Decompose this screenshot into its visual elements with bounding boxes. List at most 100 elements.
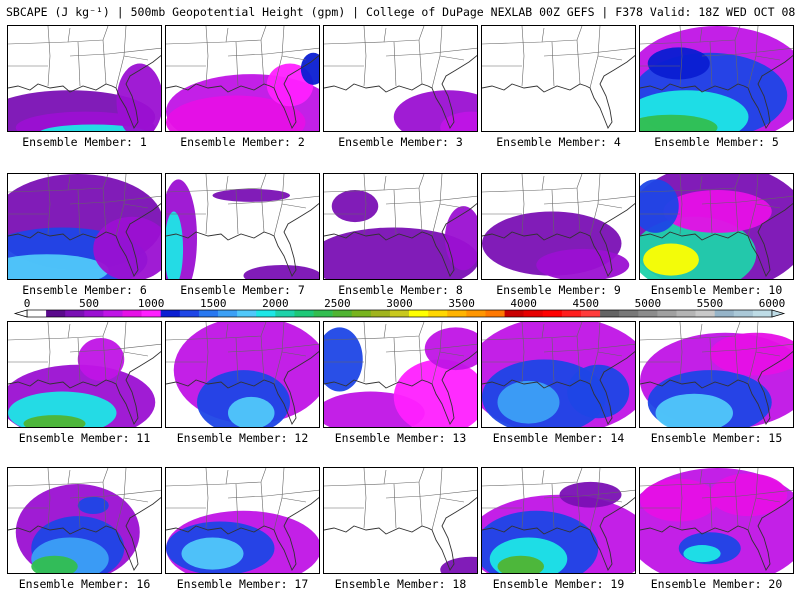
cape-field [116, 63, 161, 131]
coastline [324, 351, 477, 425]
colorbar-swatch [600, 310, 620, 317]
cape-field [300, 52, 319, 85]
cape-map [8, 322, 161, 427]
state-border [482, 469, 545, 487]
state-border [418, 39, 423, 85]
coastline [482, 351, 635, 425]
state-border [543, 349, 583, 353]
cape-map [166, 322, 319, 427]
state-border [69, 53, 109, 57]
cape-field [324, 327, 363, 392]
colorbar-swatch [275, 310, 295, 317]
cape-field [8, 254, 109, 279]
state-border [227, 53, 267, 57]
colorbar-swatch [695, 310, 715, 317]
state-border [77, 41, 81, 87]
state-border [383, 468, 425, 485]
colorbar-swatch [428, 310, 448, 317]
state-border [235, 189, 239, 235]
colorbar-tick-label: 2000 [262, 297, 289, 310]
member-label: Ensemble Member: 11 [18, 431, 151, 445]
colorbar-swatch [580, 310, 601, 317]
state-border [755, 55, 781, 61]
cape-field [497, 380, 560, 424]
state-border [77, 189, 81, 235]
state-border [225, 26, 267, 43]
map-panel [639, 25, 794, 132]
colorbar-swatch [542, 310, 563, 317]
member-label: Ensemble Member: 6 [22, 283, 147, 297]
member-label: Ensemble Member: 18 [334, 577, 467, 591]
state-border [69, 495, 109, 499]
member-label: Ensemble Member: 20 [650, 577, 783, 591]
state-border [576, 481, 581, 527]
state-border [102, 335, 107, 381]
map-panel [7, 321, 162, 428]
state-border [482, 27, 545, 45]
state-border [324, 27, 387, 45]
cape-field [228, 396, 275, 427]
state-border [166, 469, 229, 487]
member-label: Ensemble Member: 16 [18, 577, 151, 591]
state-border [581, 489, 635, 497]
member-label: Ensemble Member: 17 [176, 577, 309, 591]
state-border [281, 203, 307, 209]
state-border [543, 495, 583, 499]
colorbar-tick-label: 2500 [324, 297, 351, 310]
state-border [235, 41, 239, 87]
cape-field [643, 243, 699, 276]
map-panel [481, 467, 636, 574]
colorbar-swatch [561, 310, 582, 317]
state-border [385, 349, 425, 353]
state-border [363, 174, 367, 235]
state-border [734, 187, 739, 233]
page-title: SBCAPE (J kg⁻¹) | 500mb Geopotential Hei… [6, 5, 800, 19]
state-border [576, 187, 581, 233]
state-border [739, 343, 793, 351]
member-label: Ensemble Member: 2 [180, 135, 305, 149]
state-border [107, 195, 161, 203]
coastline [166, 497, 319, 571]
state-border [541, 468, 583, 485]
state-border [755, 497, 781, 503]
state-border [739, 47, 793, 55]
state-border [265, 47, 319, 55]
cape-field [444, 206, 477, 271]
state-border [709, 189, 713, 235]
state-border [102, 187, 107, 233]
state-border [597, 497, 623, 503]
state-border [521, 322, 525, 383]
state-border [235, 337, 239, 383]
cape-field [166, 211, 184, 279]
state-border [551, 41, 555, 87]
state-border [77, 483, 81, 529]
state-border [521, 468, 525, 529]
map-panel [639, 467, 794, 574]
member-label: Ensemble Member: 8 [338, 283, 463, 297]
state-border [8, 323, 71, 341]
coastline [640, 351, 793, 425]
state-border [709, 41, 713, 87]
cape-map [482, 26, 635, 129]
colorbar-swatch [370, 310, 391, 317]
cape-map [324, 26, 477, 131]
cape-field [536, 248, 630, 279]
colorbar-swatch [447, 310, 467, 317]
state-border [102, 39, 107, 85]
colorbar-swatch [198, 310, 219, 317]
state-border [123, 203, 149, 209]
state-border [423, 195, 477, 203]
state-border [205, 174, 209, 235]
colorbar-swatch [466, 310, 486, 317]
colorbar-swatch [160, 310, 181, 317]
state-border [431, 26, 443, 89]
state-border [439, 351, 465, 357]
colorbar-tick-label: 3000 [386, 297, 413, 310]
map-panel [481, 321, 636, 428]
state-border [701, 53, 741, 57]
state-border [324, 469, 387, 487]
cape-field [640, 179, 679, 233]
colorbar-swatch [389, 310, 410, 317]
colorbar-swatch [638, 310, 658, 317]
state-border [363, 322, 367, 383]
